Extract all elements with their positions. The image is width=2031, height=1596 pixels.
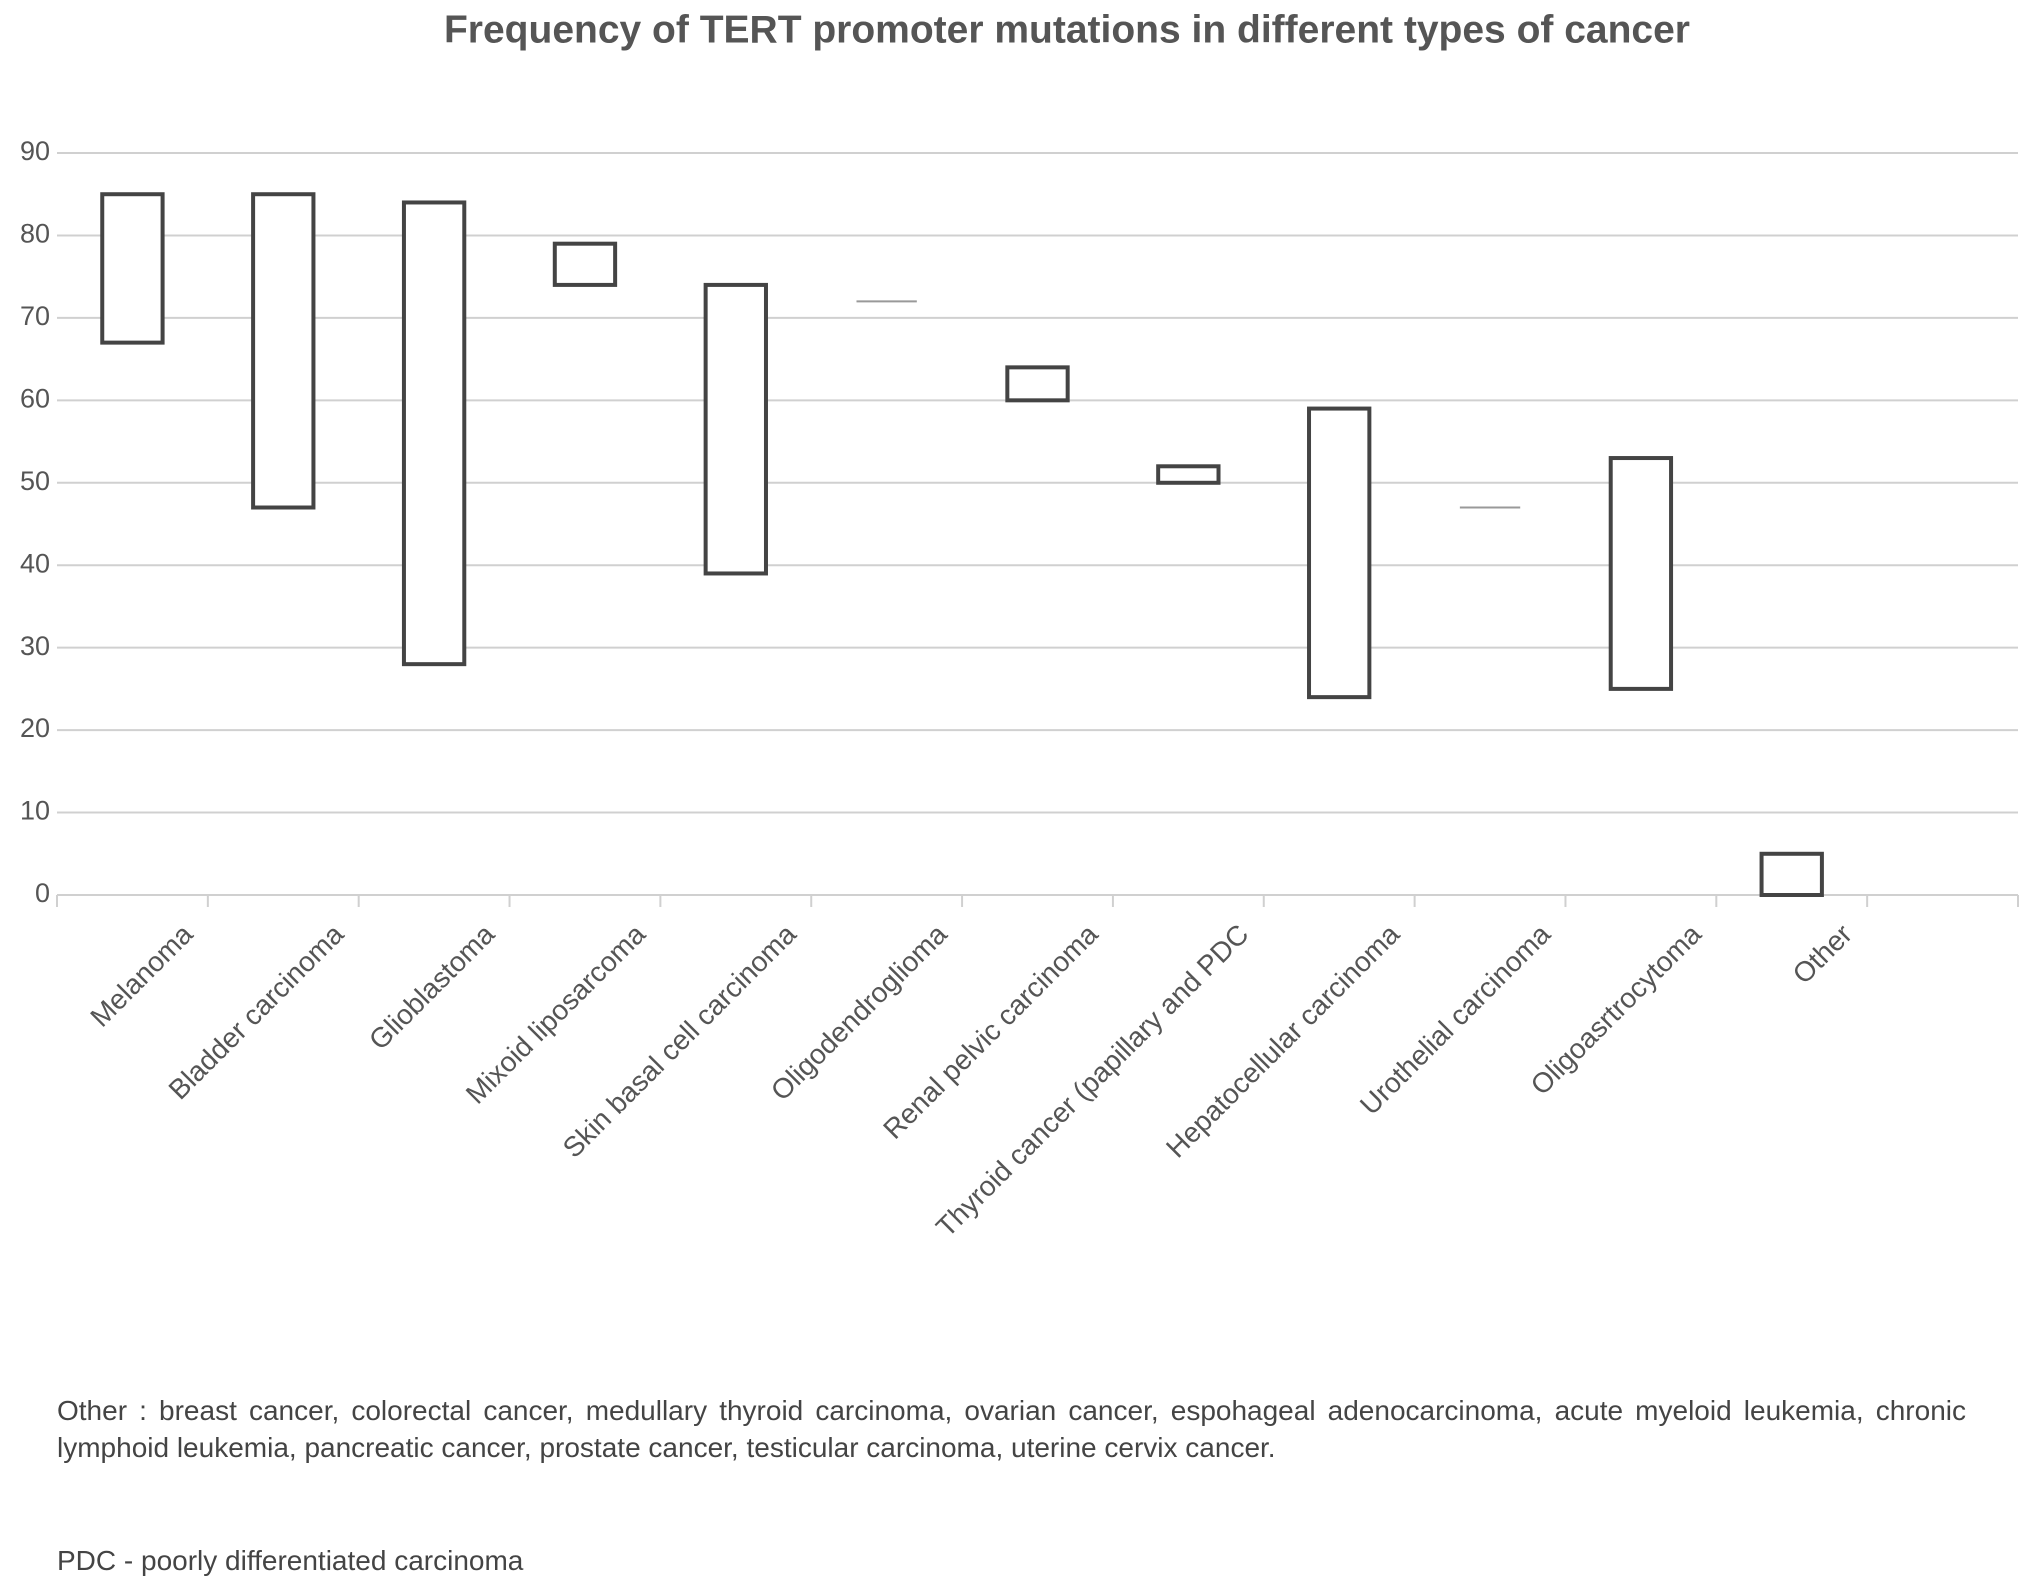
y-tick-label: 10 — [20, 796, 50, 826]
x-tick-label: Glioblastoma — [363, 918, 501, 1056]
y-tick-label: 40 — [20, 548, 50, 578]
range-bar — [552, 241, 618, 287]
footnote: PDC - poorly differentiated carcinoma — [57, 1545, 524, 1576]
range-bar — [401, 200, 467, 667]
footnote: Other : breast cancer, colorectal cancer… — [57, 1395, 1966, 1463]
x-tick-label: Thyroid cancer (papillary and PDC — [930, 918, 1255, 1243]
chart-title: Frequency of TERT promoter mutations in … — [444, 8, 1690, 51]
range-bar — [703, 282, 768, 576]
range-bar — [1759, 851, 1824, 897]
y-tick-label: 20 — [20, 713, 50, 743]
x-tick-label: Oligoasrtrocytoma — [1525, 918, 1708, 1101]
range-bar — [100, 192, 165, 345]
y-tick-label: 90 — [20, 136, 50, 166]
y-tick-label: 0 — [35, 878, 50, 908]
x-tick-label: Melanoma — [84, 918, 199, 1033]
y-tick-label: 50 — [20, 466, 50, 496]
chart: Frequency of TERT promoter mutations in … — [20, 8, 2019, 1243]
y-tick-label: 80 — [20, 219, 50, 249]
y-tick-label: 60 — [20, 383, 50, 413]
x-tick-label: Other — [1787, 918, 1858, 989]
range-bar — [1156, 464, 1221, 485]
y-tick-label: 70 — [20, 301, 50, 331]
range-bar — [1608, 456, 1674, 691]
y-tick-label: 30 — [20, 631, 50, 661]
range-bar — [1005, 365, 1070, 403]
range-bar — [1307, 406, 1372, 700]
range-bar — [251, 192, 316, 510]
